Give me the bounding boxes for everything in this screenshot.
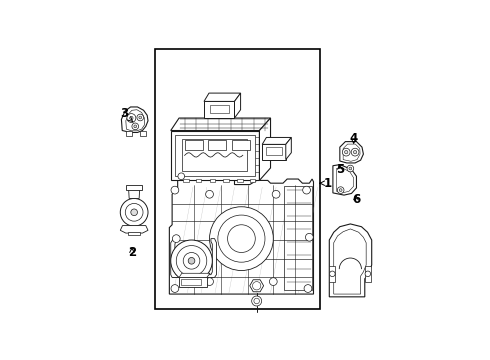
Bar	[208, 140, 226, 150]
Text: 4: 4	[349, 132, 358, 145]
Polygon shape	[262, 138, 292, 144]
Text: 2: 2	[128, 246, 136, 259]
Bar	[181, 279, 201, 285]
Circle shape	[365, 271, 370, 276]
Polygon shape	[179, 273, 210, 278]
Circle shape	[127, 114, 136, 122]
Circle shape	[343, 148, 350, 156]
Polygon shape	[235, 93, 241, 118]
Bar	[237, 179, 243, 182]
Circle shape	[304, 285, 312, 292]
Circle shape	[270, 278, 277, 285]
Circle shape	[272, 190, 280, 198]
Circle shape	[305, 233, 313, 241]
Polygon shape	[128, 189, 140, 198]
Bar	[140, 131, 146, 136]
Circle shape	[353, 150, 357, 154]
Circle shape	[344, 150, 348, 154]
Polygon shape	[204, 93, 241, 102]
Bar	[128, 232, 140, 235]
Circle shape	[120, 198, 148, 226]
Bar	[210, 105, 229, 113]
Polygon shape	[175, 135, 255, 176]
Circle shape	[172, 235, 180, 243]
Circle shape	[189, 158, 197, 166]
Circle shape	[330, 271, 335, 276]
Circle shape	[252, 282, 261, 290]
Circle shape	[134, 125, 137, 128]
Circle shape	[178, 173, 185, 180]
Bar	[185, 140, 203, 150]
Circle shape	[339, 189, 342, 192]
Bar	[183, 179, 189, 182]
Polygon shape	[259, 118, 270, 180]
Bar	[126, 131, 132, 136]
Polygon shape	[334, 229, 366, 294]
Circle shape	[252, 296, 262, 306]
Circle shape	[139, 116, 142, 119]
Bar	[266, 148, 282, 155]
Polygon shape	[340, 141, 364, 163]
Polygon shape	[170, 162, 314, 294]
Polygon shape	[171, 237, 217, 278]
Circle shape	[188, 257, 195, 264]
Polygon shape	[284, 186, 312, 290]
Bar	[365, 266, 371, 282]
Circle shape	[183, 252, 200, 269]
Polygon shape	[286, 138, 292, 159]
Bar	[329, 266, 335, 282]
Bar	[155, 49, 320, 309]
Polygon shape	[120, 226, 148, 233]
Polygon shape	[171, 131, 259, 180]
Polygon shape	[262, 144, 286, 159]
Circle shape	[131, 209, 138, 216]
Circle shape	[227, 225, 255, 252]
Polygon shape	[337, 167, 354, 193]
Bar	[250, 179, 255, 182]
Circle shape	[303, 186, 311, 194]
Polygon shape	[179, 278, 207, 287]
Bar	[182, 139, 247, 171]
Polygon shape	[204, 102, 235, 118]
Bar	[196, 179, 201, 182]
Circle shape	[351, 148, 359, 156]
Circle shape	[210, 207, 273, 270]
Circle shape	[125, 203, 143, 221]
Circle shape	[130, 116, 133, 120]
Text: 5: 5	[336, 163, 344, 176]
Circle shape	[137, 114, 144, 121]
Circle shape	[206, 278, 214, 285]
Polygon shape	[126, 110, 145, 131]
Polygon shape	[187, 154, 201, 169]
Bar	[126, 185, 142, 190]
Text: 3: 3	[120, 107, 133, 122]
Circle shape	[171, 285, 179, 292]
Circle shape	[132, 123, 139, 130]
Circle shape	[171, 186, 179, 194]
Bar	[223, 179, 229, 182]
Circle shape	[218, 215, 265, 262]
Bar	[210, 179, 215, 182]
Circle shape	[206, 190, 214, 198]
Polygon shape	[343, 144, 360, 161]
Bar	[232, 140, 250, 150]
Circle shape	[337, 187, 344, 193]
Circle shape	[254, 298, 259, 304]
Polygon shape	[250, 280, 264, 292]
Polygon shape	[333, 165, 356, 195]
Polygon shape	[122, 107, 148, 132]
Circle shape	[176, 246, 207, 276]
Circle shape	[347, 165, 354, 172]
Circle shape	[349, 167, 352, 170]
Polygon shape	[171, 118, 270, 131]
Polygon shape	[329, 224, 372, 297]
Text: 6: 6	[352, 193, 360, 206]
Text: 1: 1	[320, 177, 331, 190]
Circle shape	[171, 240, 212, 282]
